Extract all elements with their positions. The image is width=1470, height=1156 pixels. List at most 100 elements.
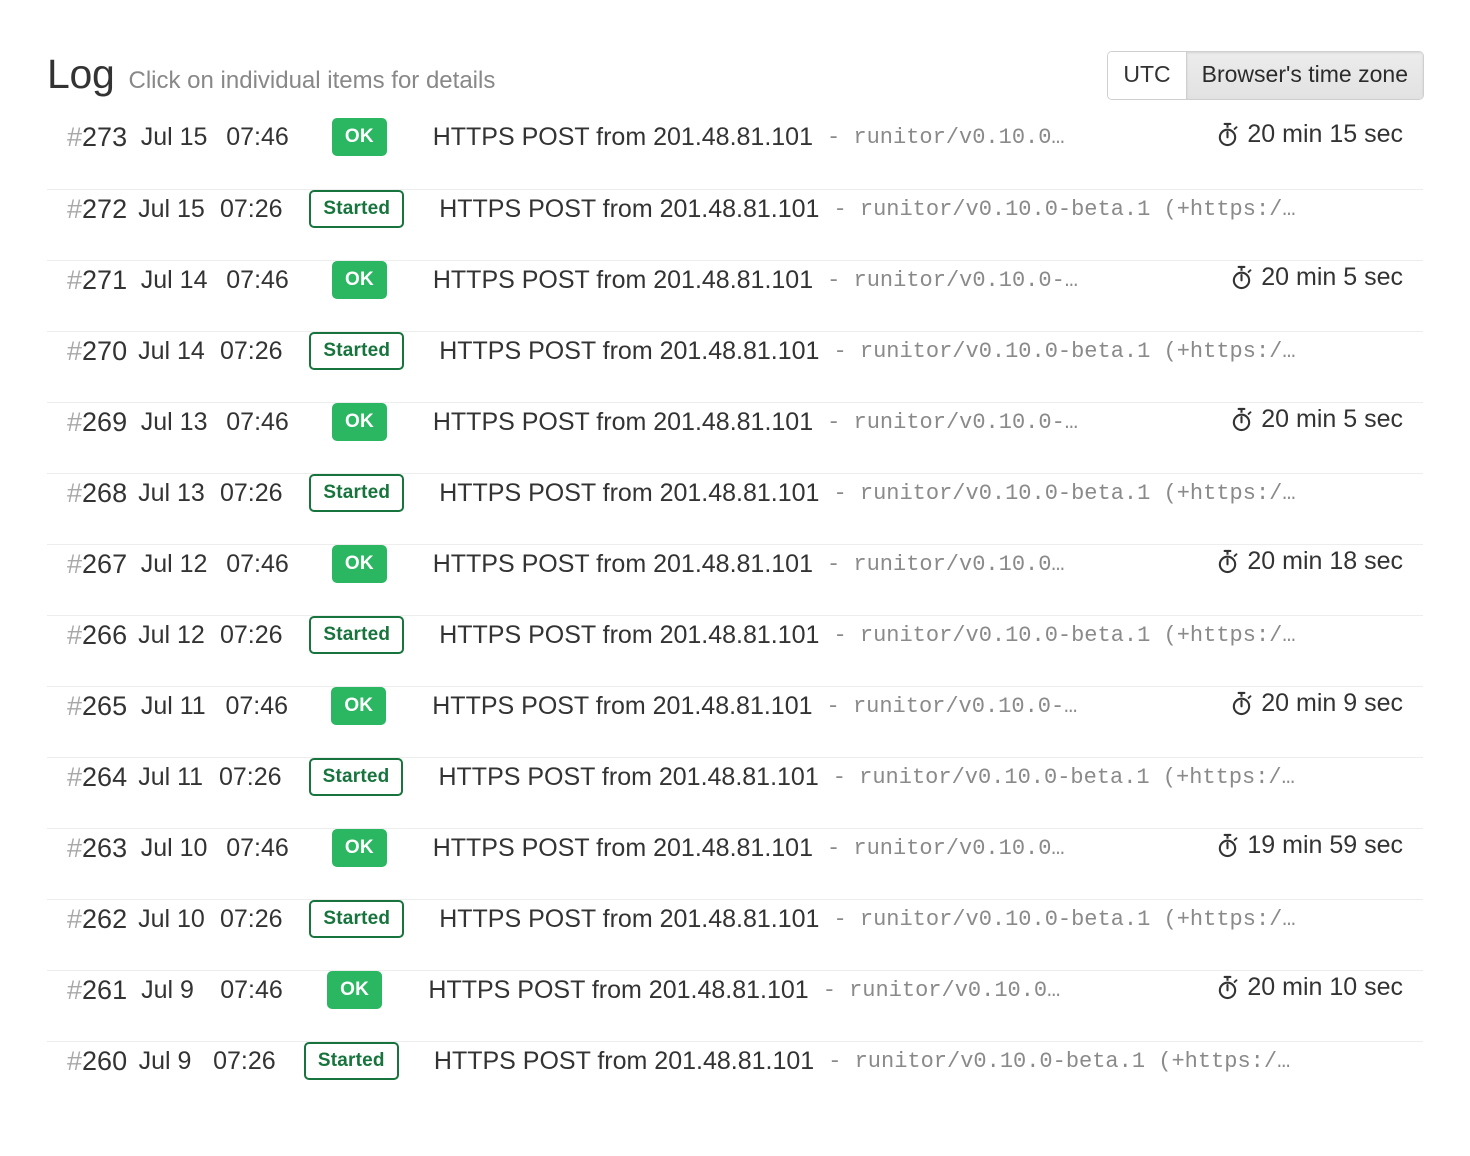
entry-number: 264 [82, 761, 128, 792]
log-row[interactable]: #271 Jul 14 07:46 OK HTTPS POST from 201.48.… [47, 260, 1423, 331]
log-entry-id: #273 [47, 118, 141, 156]
log-entry-status: Started [304, 474, 409, 512]
log-entry-source: HTTPS POST from 201.48.81.101 [432, 122, 813, 151]
log-entry-time: 07:46 [226, 833, 289, 862]
log-row[interactable]: #273 Jul 15 07:46 OK HTTPS POST from 201.48.… [47, 118, 1423, 189]
separator-dash: - [833, 480, 847, 506]
log-row[interactable]: #265 Jul 11 07:46 OK HTTPS POST from 201.48.… [47, 686, 1423, 757]
hash-symbol: # [67, 548, 83, 579]
log-entry-user-agent: - runitor/v0.10.0-beta.1 (+https:/… [819, 474, 1324, 512]
status-badge-ok: OK [331, 545, 387, 583]
entry-number: 265 [82, 690, 128, 721]
entry-number: 272 [82, 193, 128, 224]
status-badge-ok: OK [331, 261, 387, 299]
status-badge-started: Started [303, 1042, 399, 1080]
user-agent-text: runitor/v0.10.0-beta.1 (+https:/… [859, 622, 1296, 648]
timezone-option-browser[interactable]: Browser's time zone [1185, 51, 1423, 99]
log-entry-duration [1325, 190, 1423, 228]
log-entry-id: #272 [47, 190, 138, 228]
log-entry-source: HTTPS POST from 201.48.81.101 [432, 549, 813, 578]
log-entry-id: #268 [47, 474, 138, 512]
log-header: Log Click on individual items for detail… [47, 0, 1423, 118]
duration-text: 19 min 59 sec [1247, 831, 1403, 859]
hash-symbol: # [67, 121, 83, 152]
log-entry-date: Jul 12 [140, 549, 208, 578]
timezone-option-utc[interactable]: UTC [1108, 51, 1186, 99]
timezone-toggle[interactable]: UTC Browser's time zone [1108, 51, 1423, 99]
log-entry-time: 07:46 [226, 265, 289, 294]
status-badge-started: Started [309, 190, 405, 228]
log-entry-date: Jul 10 [138, 904, 205, 933]
log-entry-duration: 20 min 5 sec [1218, 261, 1423, 299]
log-entry-source: HTTPS POST from 201.48.81.101 [433, 1046, 815, 1075]
log-entry-time: 07:26 [219, 762, 282, 791]
separator-dash: - [826, 124, 841, 150]
status-badge-ok: OK [327, 971, 383, 1009]
log-row[interactable]: #269 Jul 13 07:46 OK HTTPS POST from 201.48.… [47, 402, 1423, 473]
hash-symbol: # [67, 761, 83, 792]
log-entry-date: Jul 10 [140, 833, 208, 862]
log-entry-time: 07:46 [226, 549, 289, 578]
separator-dash: - [828, 1048, 842, 1074]
entry-number: 260 [82, 1045, 128, 1076]
log-entry-user-agent: - runitor/v0.10.0-… [813, 687, 1218, 725]
log-row[interactable]: #268 Jul 13 07:26 Started HTTPS POST from 20… [47, 473, 1423, 544]
user-agent-text: runitor/v0.10.0… [853, 551, 1065, 577]
log-row[interactable]: #262 Jul 10 07:26 Started HTTPS POST from 20… [47, 899, 1423, 970]
log-entry-id: #262 [47, 900, 138, 938]
title-group: Log Click on individual items for detail… [47, 53, 1108, 95]
log-entry-status: OK [316, 545, 403, 583]
hash-symbol: # [67, 903, 83, 934]
log-row[interactable]: #270 Jul 14 07:26 Started HTTPS POST from 20… [47, 331, 1423, 402]
log-entry-status: OK [316, 829, 403, 867]
log-entry-source: HTTPS POST from 201.48.81.101 [432, 265, 814, 294]
entry-number: 262 [82, 903, 128, 934]
log-row[interactable]: #261 Jul 9 07:46 OK HTTPS POST from 201.48.8… [47, 970, 1423, 1041]
log-entry-time: 07:46 [226, 407, 289, 436]
log-entry-status: OK [315, 687, 402, 725]
log-entry-time: 07:26 [219, 336, 283, 365]
log-entry-duration: 20 min 10 sec [1211, 971, 1423, 1009]
log-entry-duration: 20 min 9 sec [1218, 687, 1423, 725]
log-entry-date: Jul 13 [140, 407, 208, 436]
status-badge-started: Started [309, 900, 405, 938]
entry-number: 261 [82, 974, 128, 1005]
status-badge-started: Started [309, 616, 405, 654]
log-row[interactable]: #266 Jul 12 07:26 Started HTTPS POST from 20… [47, 615, 1423, 686]
user-agent-text: runitor/v0.10.0-beta.1 (+https:/… [859, 196, 1296, 222]
status-badge-ok: OK [331, 829, 387, 867]
log-entry-id: #264 [47, 758, 138, 796]
separator-dash: - [833, 906, 847, 932]
log-entry-duration [1325, 474, 1423, 512]
log-entry-date: Jul 15 [138, 194, 205, 223]
separator-dash: - [827, 267, 841, 293]
stopwatch-icon [1216, 549, 1239, 574]
log-row[interactable]: #260 Jul 9 07:26 Started HTTPS POST from 201… [47, 1041, 1423, 1112]
user-agent-text: runitor/v0.10.0-… [852, 693, 1078, 719]
separator-dash: - [833, 338, 847, 364]
log-entry-date: Jul 9 [138, 1046, 192, 1075]
user-agent-text: runitor/v0.10.0… [853, 835, 1065, 861]
entry-number: 266 [82, 619, 128, 650]
log-entry-date: Jul 11 [140, 691, 206, 720]
stopwatch-icon [1216, 122, 1239, 147]
log-entry-id: #270 [47, 332, 138, 370]
hash-symbol: # [67, 477, 83, 508]
log-entry-duration: 20 min 18 sec [1211, 545, 1423, 583]
log-entry-user-agent: - runitor/v0.10.0-beta.1 (+https:/… [819, 190, 1324, 228]
log-entry-status: Started [304, 616, 409, 654]
duration-text: 20 min 15 sec [1247, 120, 1403, 148]
log-entry-user-agent: - runitor/v0.10.0-beta.1 (+https:/… [819, 332, 1324, 370]
log-entry-time: 07:46 [225, 691, 288, 720]
entry-number: 263 [82, 832, 128, 863]
entry-number: 270 [82, 335, 128, 366]
log-row[interactable]: #267 Jul 12 07:46 OK HTTPS POST from 201.48.… [47, 544, 1423, 615]
log-row[interactable]: #272 Jul 15 07:26 Started HTTPS POST from 20… [47, 189, 1423, 260]
log-entry-status: Started [304, 758, 409, 796]
stopwatch-icon [1230, 265, 1253, 290]
log-entry-time: 07:26 [219, 904, 283, 933]
log-row[interactable]: #263 Jul 10 07:46 OK HTTPS POST from 201.48.… [47, 828, 1423, 899]
log-entry-source: HTTPS POST from 201.48.81.101 [439, 620, 820, 649]
log-entry-status: OK [311, 971, 399, 1009]
log-row[interactable]: #264 Jul 11 07:26 Started HTTPS POST from 20… [47, 757, 1423, 828]
